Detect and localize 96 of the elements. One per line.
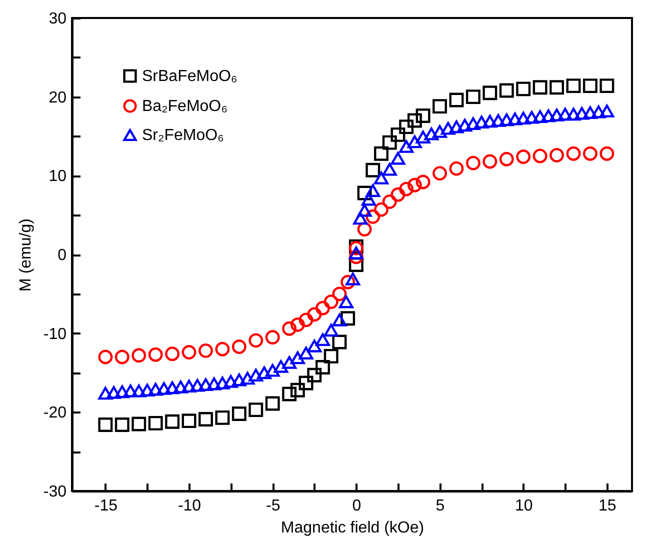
point <box>332 286 347 302</box>
point <box>357 186 372 200</box>
x-tick-label: 15 <box>598 498 616 514</box>
point <box>466 90 480 104</box>
point <box>566 78 581 94</box>
point <box>165 414 180 429</box>
point <box>582 146 598 161</box>
point <box>340 311 356 326</box>
point <box>265 330 280 344</box>
y-tick-label: 0 <box>58 247 67 264</box>
y-tick-label: 20 <box>48 89 67 106</box>
point <box>449 92 464 108</box>
point <box>432 99 447 114</box>
x-tick-label: -15 <box>94 498 118 514</box>
point <box>416 174 430 190</box>
x-tick-label: 10 <box>514 498 533 514</box>
point <box>298 376 314 390</box>
point <box>582 78 598 94</box>
x-tick-label: 0 <box>352 498 362 514</box>
point <box>600 146 614 161</box>
y-tick-label: 10 <box>48 168 67 186</box>
point <box>532 80 548 95</box>
x-tick-label: -10 <box>178 498 202 514</box>
point <box>98 350 113 364</box>
point <box>399 182 414 196</box>
point <box>290 382 305 398</box>
point <box>366 209 380 224</box>
point <box>324 348 338 364</box>
point <box>215 410 230 425</box>
point <box>298 312 314 328</box>
point <box>282 321 297 336</box>
point <box>165 346 180 362</box>
point <box>550 148 564 162</box>
point <box>416 108 430 123</box>
legend-label: SrBaFeMoO₆ <box>142 68 238 85</box>
point <box>382 194 397 209</box>
point <box>466 156 480 170</box>
point <box>316 360 330 374</box>
legend-label: Ba₂FeMoO₆ <box>142 98 228 115</box>
point <box>248 402 264 418</box>
point <box>407 178 422 192</box>
x-axis-title: Magnetic field (kOe) <box>280 520 424 536</box>
point <box>482 86 498 100</box>
point <box>282 386 297 402</box>
y-tick-label: 30 <box>48 10 67 28</box>
point <box>366 162 380 178</box>
y-tick-label: -10 <box>43 326 67 343</box>
point <box>550 80 564 95</box>
point <box>390 187 406 202</box>
legend-label: Sr₂FeMoO₆ <box>142 127 224 144</box>
point <box>390 127 406 142</box>
point <box>566 146 581 161</box>
point <box>516 82 531 96</box>
point <box>516 150 531 164</box>
point <box>232 406 246 421</box>
point <box>114 418 130 432</box>
point <box>357 222 372 236</box>
point <box>407 113 422 128</box>
point <box>399 120 414 134</box>
point <box>290 317 305 332</box>
x-tick-label: 5 <box>436 498 445 514</box>
point <box>324 294 338 310</box>
point <box>98 418 113 432</box>
point <box>499 83 514 98</box>
point <box>307 307 322 322</box>
y-axis-title: M (emu/g) <box>17 218 34 292</box>
point <box>316 300 330 316</box>
point <box>374 146 388 161</box>
point <box>148 416 163 430</box>
point <box>215 342 230 356</box>
point <box>432 166 447 181</box>
point <box>148 347 163 362</box>
point <box>340 274 356 290</box>
point <box>449 161 464 176</box>
point <box>132 348 146 363</box>
point <box>532 148 548 164</box>
point <box>114 350 130 364</box>
point <box>132 416 146 432</box>
point <box>348 250 364 264</box>
point <box>265 396 280 411</box>
point <box>499 152 514 166</box>
point <box>332 334 347 350</box>
point <box>248 333 264 348</box>
y-tick-label: -20 <box>43 404 67 422</box>
point <box>232 340 246 354</box>
point <box>482 154 498 169</box>
point <box>600 78 614 94</box>
x-tick-label: -5 <box>266 498 280 514</box>
point <box>307 368 322 382</box>
point <box>374 202 388 217</box>
point <box>382 135 397 150</box>
y-tick-label: -30 <box>43 484 67 500</box>
point <box>182 345 196 360</box>
point <box>198 412 213 426</box>
point <box>182 414 196 428</box>
point <box>198 343 213 358</box>
